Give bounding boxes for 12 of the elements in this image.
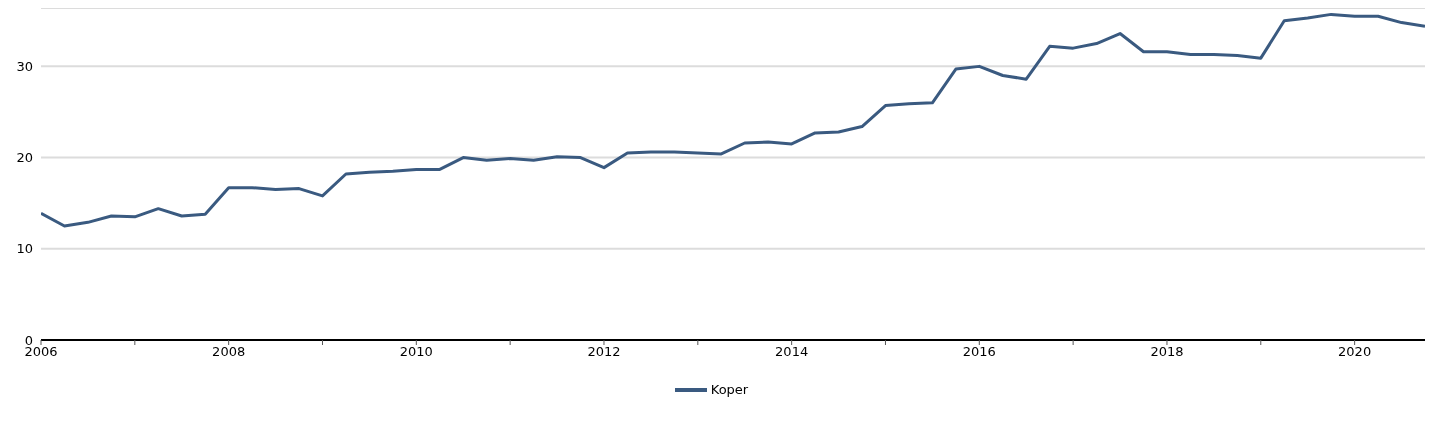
y-tick-label: 10 bbox=[16, 241, 33, 257]
y-tick-label: 30 bbox=[16, 58, 33, 74]
x-tick-label: 2008 bbox=[212, 344, 246, 360]
y-tick-label: 20 bbox=[16, 150, 33, 166]
x-tick-label: 2018 bbox=[1150, 344, 1184, 360]
line-series bbox=[41, 12, 1425, 228]
x-tick-label: 2012 bbox=[587, 344, 621, 360]
x-tick-label: 2010 bbox=[399, 344, 433, 360]
x-tick-label: 2020 bbox=[1338, 344, 1372, 360]
x-tick-label: 2016 bbox=[962, 344, 996, 360]
x-tick-label: 2014 bbox=[775, 344, 809, 360]
legend-label: Koper bbox=[710, 381, 749, 397]
